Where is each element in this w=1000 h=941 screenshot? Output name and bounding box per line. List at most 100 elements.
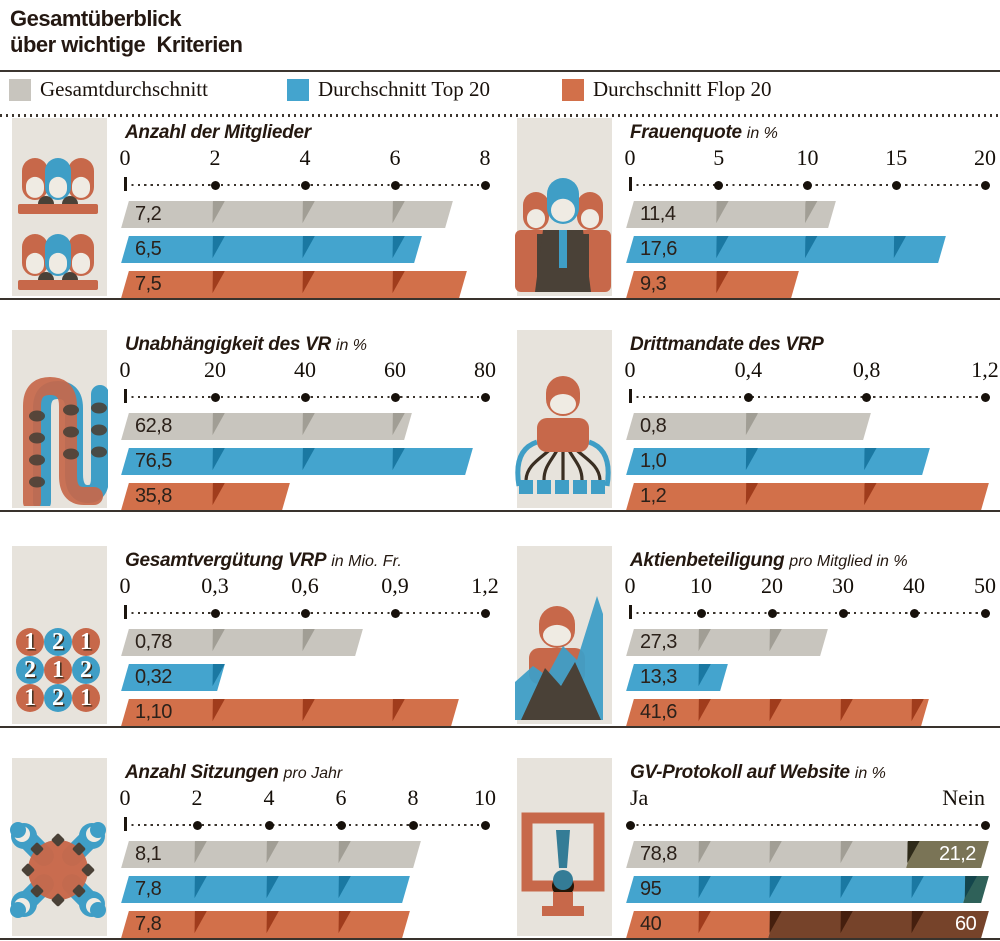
panel-unabhaengigkeit-des-vr: Unabhängigkeit des VR in % 0 20 40 60 80 62,8 76… bbox=[0, 330, 505, 511]
svg-text:2: 2 bbox=[80, 657, 92, 683]
axis-dotted-line bbox=[630, 396, 985, 399]
bar-segment-notch bbox=[189, 841, 207, 863]
bar-gesamtdurchschnitt: 7,2 bbox=[121, 201, 453, 228]
axis-tick-label: 0 bbox=[119, 573, 131, 598]
axis-tick-label: 0 bbox=[624, 357, 636, 382]
bar-value-label: 1,10 bbox=[135, 701, 172, 723]
svg-text:1: 1 bbox=[54, 659, 66, 685]
bar-value-label-nein: 60 bbox=[954, 913, 976, 935]
bar-segment-notch bbox=[858, 448, 876, 470]
bar-segment-notch bbox=[799, 201, 817, 223]
women-quota-icon bbox=[513, 134, 613, 294]
panel-title-unit: pro Mitglied in % bbox=[789, 553, 908, 570]
axis-tick-dot bbox=[300, 608, 310, 618]
axis-tick-label: 10 bbox=[474, 785, 496, 810]
bar-segment-notch bbox=[207, 629, 225, 651]
legend-label: Durchschnitt Flop 20 bbox=[593, 77, 772, 101]
legend-divider-dotted bbox=[0, 114, 1000, 117]
panel-title: Anzahl Sitzungen pro Jahr bbox=[125, 762, 342, 784]
bar-segment-notch bbox=[297, 699, 315, 721]
axis-tick-dot bbox=[980, 820, 990, 830]
bar-top20: 95 bbox=[626, 876, 989, 903]
panel-chart: Frauenquote in % 0 5 10 15 20 11,4 17,6 9,3 bbox=[625, 118, 996, 298]
axis-tick-dot bbox=[696, 608, 706, 618]
website-monitor-icon bbox=[513, 774, 613, 934]
panel-drittmandate-des-vrp: Drittmandate des VRP 0 0,4 0,8 1,2 0,8 1,0 1,2 bbox=[505, 330, 1000, 510]
bar-segment-notch bbox=[387, 699, 405, 721]
axis-tick-label: 20 bbox=[974, 145, 996, 170]
bar-segment-notch bbox=[207, 483, 225, 505]
bar-segment-notch bbox=[261, 876, 279, 898]
axis-tick-label: 0 bbox=[624, 145, 636, 170]
bar-segment-notch bbox=[387, 201, 405, 223]
bar-flop20: 9,3 bbox=[626, 271, 799, 298]
bar-segment-notch bbox=[189, 911, 207, 933]
axis-tick-label: 20 bbox=[204, 357, 226, 382]
axis-zero-tick bbox=[629, 177, 632, 191]
axis-tick-dot bbox=[480, 608, 490, 618]
axis-tick-label: 6 bbox=[335, 785, 347, 810]
bar-segment-notch bbox=[297, 448, 315, 470]
bar-segment-notch bbox=[333, 876, 351, 898]
axis-tick-dot bbox=[264, 820, 274, 830]
axis-tick-label: 4 bbox=[263, 785, 275, 810]
legend-label: Durchschnitt Top 20 bbox=[318, 77, 490, 101]
bar-segment-notch bbox=[858, 483, 876, 505]
axis-tick-dot bbox=[838, 608, 848, 618]
axis-tick-dot bbox=[300, 392, 310, 402]
share-ownership-icon bbox=[513, 562, 613, 722]
axis-tick-dot bbox=[390, 180, 400, 190]
axis-tick-label: 1,2 bbox=[971, 357, 999, 382]
panel-title-text: Anzahl Sitzungen bbox=[125, 762, 279, 783]
axis-tick-dot bbox=[390, 608, 400, 618]
bar-segment-notch bbox=[189, 876, 207, 898]
page-title-line1: Gesamtüberblick bbox=[10, 6, 182, 31]
panel-chart: GV-Protokoll auf Website in % Ja Nein 78,8 21… bbox=[625, 758, 990, 938]
legend-swatch-orange bbox=[562, 79, 584, 101]
bar-top20: 6,5 bbox=[121, 236, 422, 263]
bar-gesamtdurchschnitt: 78,8 21,2 bbox=[626, 841, 989, 868]
axis-zero-tick bbox=[124, 177, 127, 191]
axis-tick-label: 40 bbox=[903, 573, 925, 598]
panel-title-text: Unabhängigkeit des VR bbox=[125, 334, 331, 355]
axis-tick-dot bbox=[480, 180, 490, 190]
bar-segment-notch bbox=[740, 483, 758, 505]
bar-value-label: 9,3 bbox=[640, 273, 667, 295]
svg-text:2: 2 bbox=[52, 629, 64, 655]
axis-tick-dot bbox=[210, 180, 220, 190]
bar-gesamtdurchschnitt: 27,3 bbox=[626, 629, 828, 656]
axis-dotted-line bbox=[630, 824, 985, 827]
bar-gesamtdurchschnitt: 0,78 bbox=[121, 629, 363, 656]
panel-title-unit: pro Jahr bbox=[283, 765, 343, 782]
panel-chart: Drittmandate des VRP 0 0,4 0,8 1,2 0,8 1,0 1,2 bbox=[625, 330, 999, 510]
axis-tick-dot bbox=[714, 180, 724, 190]
bar-value-label: 8,1 bbox=[135, 843, 162, 865]
panel-title: Unabhängigkeit des VR in % bbox=[125, 334, 367, 356]
panel-title-text: Drittmandate des VRP bbox=[630, 334, 824, 355]
bar-flop20: 7,5 bbox=[121, 271, 467, 298]
bar-segment-notch bbox=[693, 699, 711, 721]
bar-value-label: 41,6 bbox=[640, 701, 677, 723]
axis-tick-label: 8 bbox=[479, 145, 491, 170]
axis-tick-dot bbox=[336, 820, 346, 830]
axis-tick-label: 8 bbox=[407, 785, 419, 810]
bar-segment-notch bbox=[387, 236, 405, 258]
bar-segment-notch bbox=[764, 699, 782, 721]
bar-segment-notch bbox=[297, 413, 315, 435]
axis-tick-dot bbox=[980, 392, 990, 402]
bar-segment-notch bbox=[835, 699, 853, 721]
panel-title-text: GV-Protokoll auf Website bbox=[630, 762, 850, 783]
criteria-row-1: Anzahl der Mitglieder 0 2 4 6 8 7,2 6,5 7,5 Frau… bbox=[0, 118, 1000, 300]
axis-tick-dot bbox=[210, 392, 220, 402]
axis-tick-label: 0,6 bbox=[291, 573, 319, 598]
axis-tick-label: 1,2 bbox=[471, 573, 499, 598]
bar-segment-notch bbox=[261, 841, 279, 863]
svg-text:2: 2 bbox=[26, 659, 38, 685]
panel-title-unit: in Mio. Fr. bbox=[331, 553, 402, 570]
header-divider bbox=[0, 70, 1000, 72]
axis-tick-label: 15 bbox=[885, 145, 908, 170]
panel-title: GV-Protokoll auf Website in % bbox=[630, 762, 886, 784]
panel-title-unit: in % bbox=[854, 765, 886, 782]
bar-segment-notch bbox=[297, 271, 315, 293]
